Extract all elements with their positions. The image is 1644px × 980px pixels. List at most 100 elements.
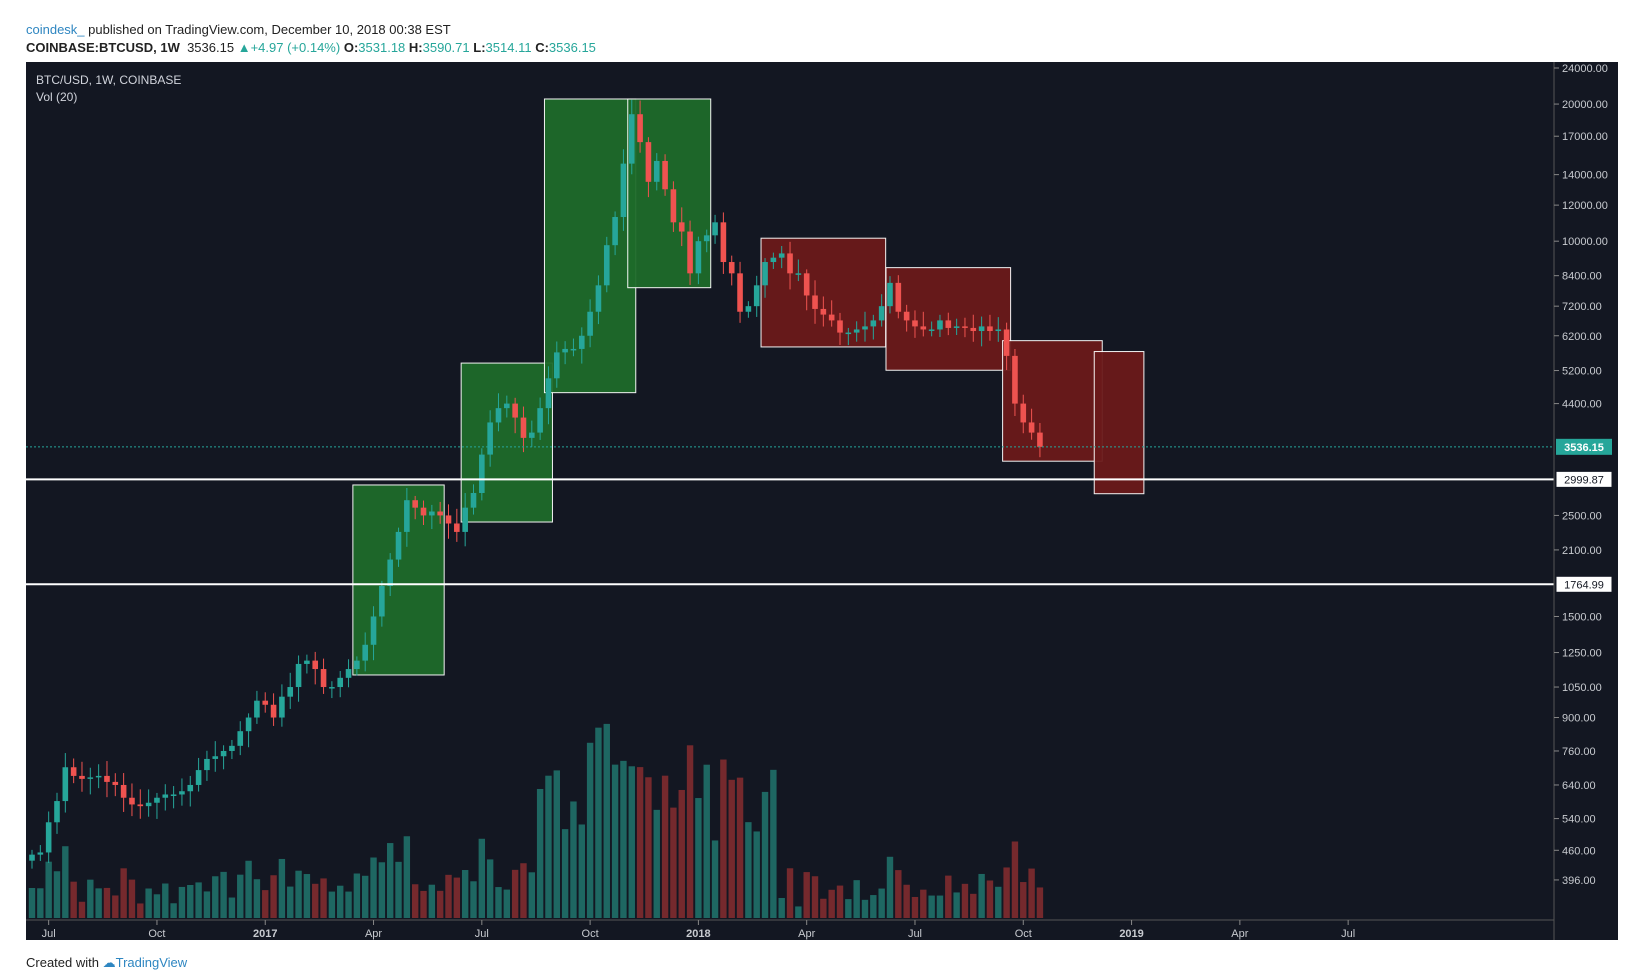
current-price-tag [1556, 438, 1612, 455]
legend-symbol: BTC/USD, 1W, COINBASE [36, 73, 181, 87]
candle-body [270, 704, 277, 718]
time-tick-label: Jul [475, 928, 489, 940]
candle-body [828, 314, 835, 321]
candle-body [770, 257, 777, 263]
candle-body [753, 285, 760, 307]
price-tick-label: 396.00 [1562, 875, 1596, 887]
price-tick-label: 1500.00 [1562, 611, 1602, 623]
time-tick-label: 2019 [1119, 928, 1143, 940]
candle-body [978, 326, 985, 332]
candle-body [512, 403, 518, 418]
candle-body [778, 253, 785, 258]
volume-bar [703, 764, 710, 918]
volume-bar [970, 893, 977, 918]
volume-bar [120, 868, 127, 918]
volume-bar [586, 742, 594, 918]
published-line: coindesk_ published on TradingView.com, … [26, 22, 451, 37]
candle-body [420, 507, 427, 516]
candle-body [920, 326, 927, 330]
volume-bar [270, 875, 277, 918]
volume-bar [262, 890, 269, 918]
candle-body [337, 677, 344, 688]
candle-body [404, 500, 410, 532]
candle-body [845, 332, 852, 335]
candle-body [245, 717, 252, 732]
volume-bar [95, 888, 102, 918]
candle-body [578, 335, 585, 349]
current-price-label: 3536.15 [1564, 442, 1604, 454]
candle-body [995, 329, 1002, 332]
volume-bar [986, 880, 994, 918]
candle-body [262, 700, 269, 705]
candle-body [1020, 403, 1027, 423]
chart-panel[interactable] [26, 62, 1618, 940]
candle-body [379, 585, 385, 617]
candle-body [903, 311, 910, 321]
volume-bar [1011, 841, 1019, 918]
volume-bar [37, 888, 44, 918]
volume-bar [653, 809, 660, 918]
candle-body [853, 329, 860, 333]
candle-body [320, 669, 327, 688]
phase-box-green [460, 362, 553, 523]
volume-bar [212, 876, 219, 918]
volume-bar [245, 860, 252, 918]
candle-body [45, 822, 52, 853]
tradingview-link[interactable]: TradingView [115, 955, 188, 970]
low-label: L: [473, 40, 486, 55]
volume-bar [511, 869, 519, 918]
volume-bar [761, 791, 769, 918]
volume-bar [895, 870, 902, 918]
candle-body [820, 308, 827, 315]
candle-body [187, 784, 194, 792]
candle-body [887, 282, 893, 307]
price-tick-label: 20000.00 [1562, 99, 1608, 111]
candle-body [487, 422, 493, 455]
price-tick-label: 1250.00 [1562, 648, 1602, 660]
volume-bar [553, 770, 560, 918]
candle-body [637, 114, 643, 143]
candle-body [645, 142, 652, 182]
candle-body [870, 320, 877, 327]
author-link[interactable]: coindesk_ [26, 22, 85, 37]
candle-body [362, 644, 368, 661]
volume-bar [87, 879, 94, 918]
candle-body [695, 241, 702, 274]
volume-bar [828, 889, 835, 918]
candle-body [703, 235, 710, 242]
volume-bar [45, 861, 52, 918]
candle-body [370, 616, 377, 645]
time-tick-label: Apr [365, 928, 382, 940]
volume-bar [128, 879, 136, 918]
volume-bar [395, 861, 402, 918]
volume-bar [145, 888, 152, 918]
up-arrow-icon: ▲ [237, 40, 251, 55]
candle-body [120, 784, 127, 798]
volume-bar [636, 767, 644, 918]
candle-body [1028, 422, 1035, 433]
candle-body [279, 696, 285, 718]
candle-body [70, 767, 77, 776]
candle-body [803, 273, 810, 296]
volume-bar [878, 888, 885, 918]
candle-body [129, 797, 135, 805]
candle-body [220, 750, 227, 757]
candle-body [95, 775, 102, 778]
volume-bar [237, 874, 244, 918]
volume-bar [678, 789, 685, 918]
candle-body [1003, 329, 1010, 356]
volume-bar [370, 857, 377, 918]
volume-bar [603, 723, 610, 918]
candle-body [720, 222, 727, 263]
candle-body [603, 245, 610, 286]
price-tick-label: 12000.00 [1562, 200, 1608, 212]
volume-bar [1020, 882, 1027, 918]
candle-body [462, 507, 468, 532]
phase-box-green [543, 98, 637, 394]
volume-bar [486, 859, 494, 918]
volume-bar [770, 769, 777, 918]
tradingview-logo-icon: ☁ [102, 955, 116, 970]
volume-bar [445, 874, 452, 918]
candle-body [412, 500, 418, 508]
